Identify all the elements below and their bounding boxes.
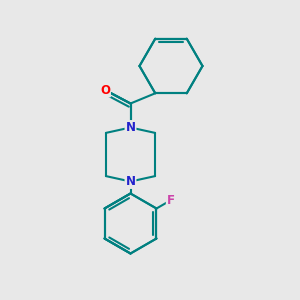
Text: O: O bbox=[100, 83, 110, 97]
Text: N: N bbox=[125, 121, 136, 134]
Text: N: N bbox=[125, 175, 136, 188]
Text: F: F bbox=[167, 194, 175, 207]
